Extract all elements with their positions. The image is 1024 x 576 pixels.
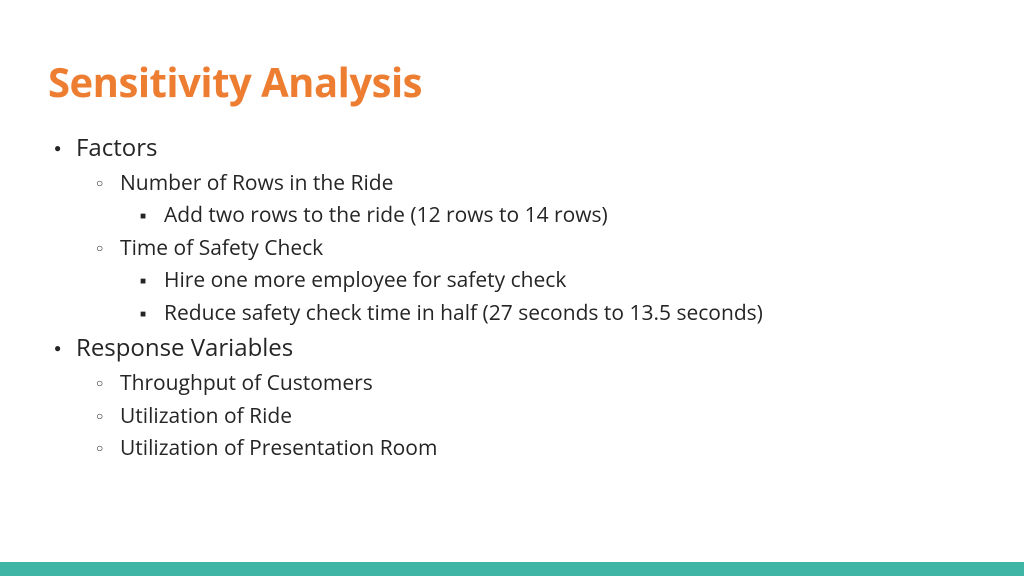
list-item-label: Throughput of Customers [120, 369, 373, 397]
list-item: Add two rows to the ride (12 rows to 14 … [164, 200, 976, 232]
list-item: Utilization of Ride [120, 401, 976, 433]
list-item: Utilization of Presentation Room [120, 433, 976, 465]
list-item-label: Factors [76, 131, 157, 164]
bullet-subsublist: Hire one more employee for safety check … [120, 265, 976, 329]
slide-title: Sensitivity Analysis [48, 54, 976, 109]
list-item-label: Response Variables [76, 331, 293, 364]
list-item: Response Variables Throughput of Custome… [76, 331, 976, 464]
list-item-label: Add two rows to the ride (12 rows to 14 … [164, 201, 608, 229]
list-item: Throughput of Customers [120, 368, 976, 400]
list-item: Time of Safety Check Hire one more emplo… [120, 233, 976, 330]
bullet-sublist: Throughput of Customers Utilization of R… [76, 368, 976, 465]
list-item: Hire one more employee for safety check [164, 265, 976, 297]
list-item-label: Utilization of Ride [120, 402, 292, 430]
list-item: Reduce safety check time in half (27 sec… [164, 298, 976, 330]
footer-accent-bar [0, 562, 1024, 576]
slide: Sensitivity Analysis Factors Number of R… [0, 0, 1024, 576]
list-item-label: Time of Safety Check [120, 234, 323, 262]
list-item: Factors Number of Rows in the Ride Add t… [76, 131, 976, 329]
bullet-sublist: Number of Rows in the Ride Add two rows … [76, 168, 976, 330]
list-item-label: Number of Rows in the Ride [120, 169, 393, 197]
list-item-label: Reduce safety check time in half (27 sec… [164, 299, 763, 327]
list-item-label: Utilization of Presentation Room [120, 434, 437, 462]
bullet-subsublist: Add two rows to the ride (12 rows to 14 … [120, 200, 976, 232]
bullet-list: Factors Number of Rows in the Ride Add t… [48, 131, 976, 465]
list-item: Number of Rows in the Ride Add two rows … [120, 168, 976, 232]
list-item-label: Hire one more employee for safety check [164, 266, 566, 294]
